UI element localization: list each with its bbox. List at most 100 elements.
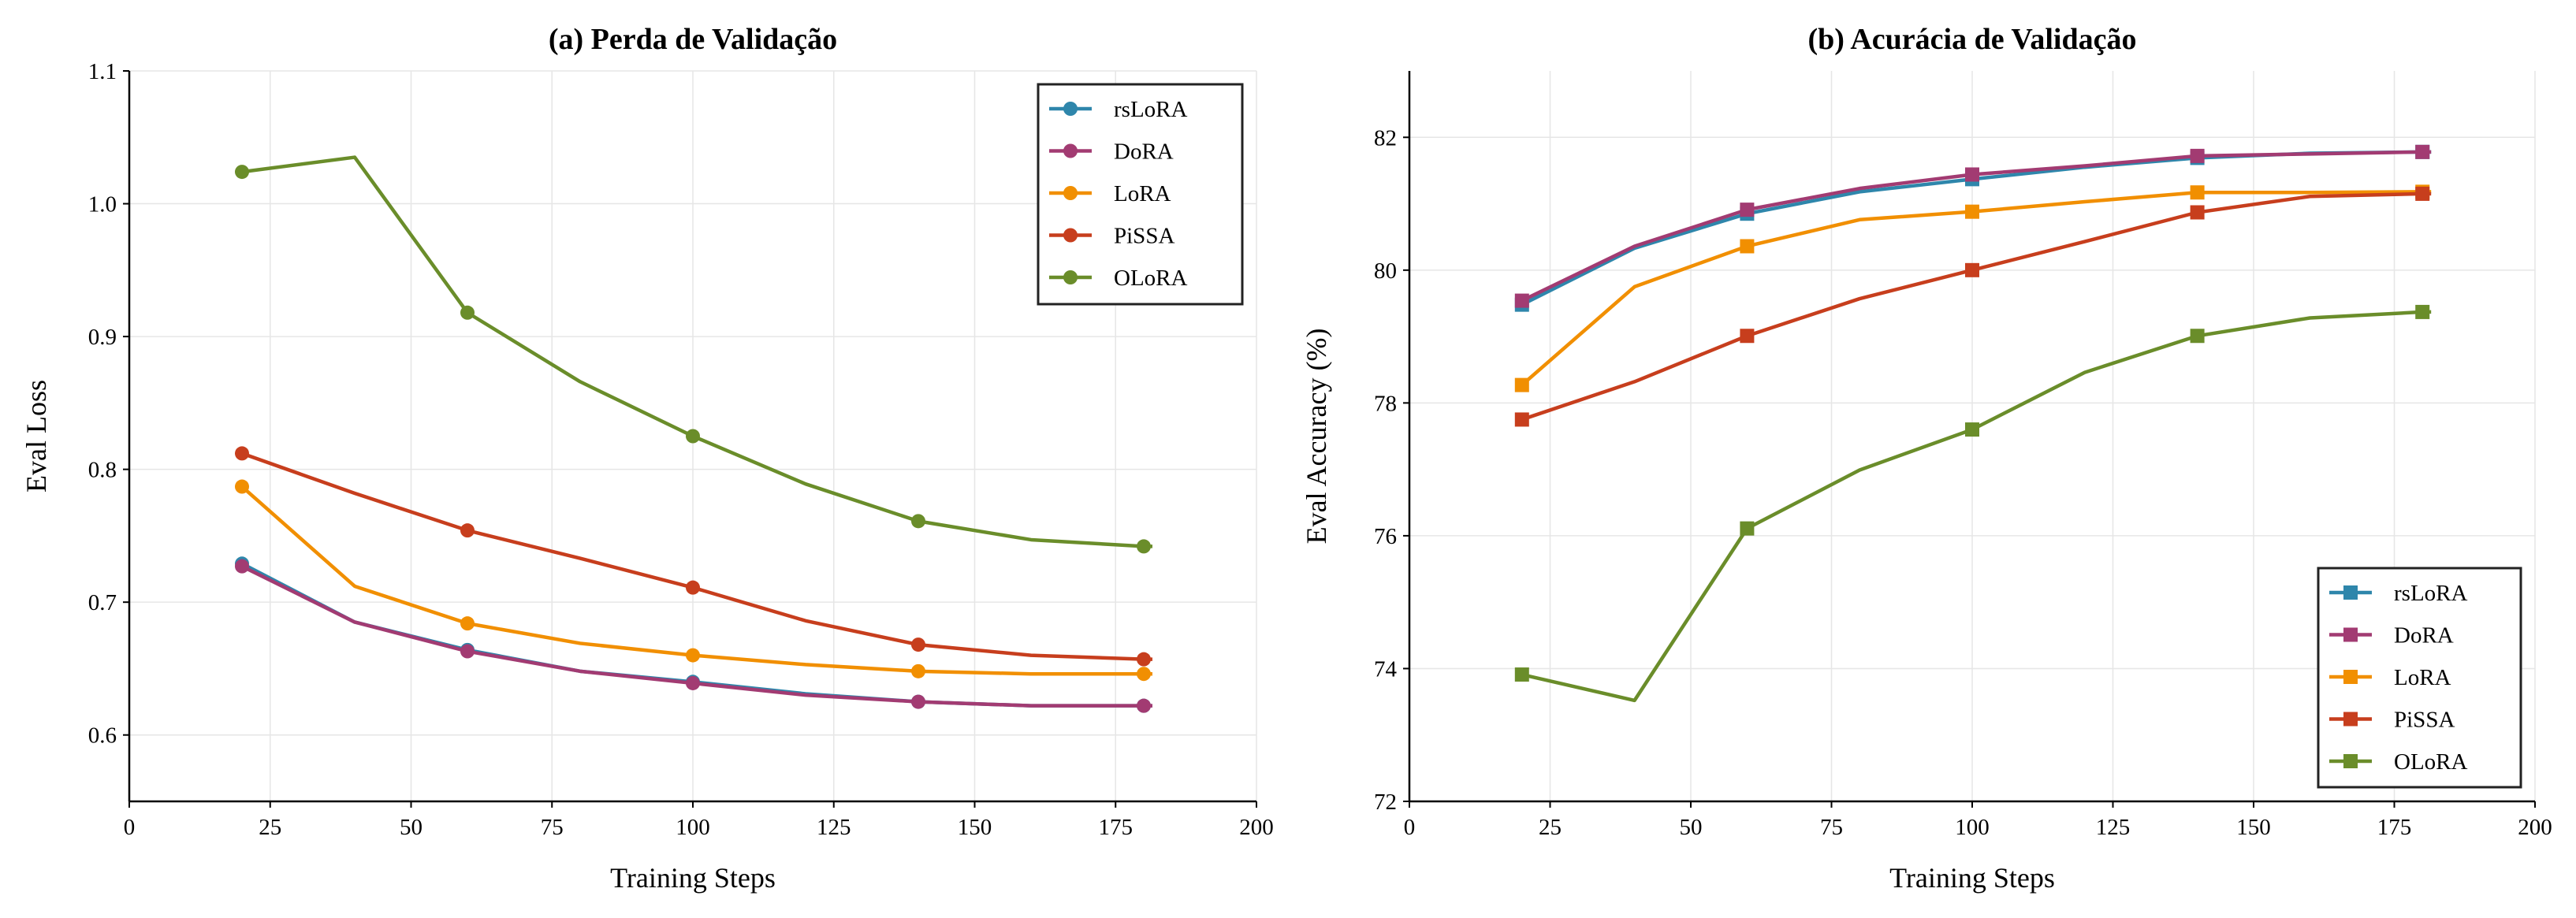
- data-point: [235, 165, 249, 180]
- y-tick-label: 0.7: [88, 590, 117, 615]
- y-tick-label: 1.0: [88, 192, 117, 217]
- data-point: [911, 694, 925, 709]
- y-tick-label: 72: [1374, 790, 1397, 815]
- series-line: [1521, 191, 2432, 422]
- series-olora: [235, 155, 1152, 554]
- y-axis-label: Eval Loss: [20, 380, 52, 492]
- legend-item-dora: DoRA: [1049, 139, 1174, 165]
- legend: rsLoRA DoRA LoRA PiSSA OLoRA: [2317, 567, 2522, 789]
- series-lora: [1514, 184, 2432, 392]
- x-tick-label: 75: [541, 815, 564, 840]
- chart-title: (b) Acurácia de Validação: [1808, 23, 2137, 56]
- y-tick-label: 0.9: [88, 325, 117, 350]
- x-axis-label: Training Steps: [610, 862, 776, 894]
- legend-label: rsLoRA: [2394, 581, 2468, 606]
- x-tick-label: 125: [2096, 815, 2131, 840]
- series-lora: [235, 479, 1152, 682]
- data-point: [2415, 144, 2430, 159]
- series-line: [1521, 310, 2432, 703]
- legend-marker: [2343, 754, 2358, 768]
- data-point: [1514, 377, 1529, 392]
- legend-item-olora: OLoRA: [1049, 266, 1188, 291]
- series-pissa: [1514, 186, 2432, 427]
- x-tick-label: 200: [1239, 815, 1274, 840]
- data-point: [1740, 521, 1755, 536]
- data-point: [1137, 667, 1151, 682]
- legend-marker: [1063, 143, 1078, 158]
- y-tick-label: 76: [1374, 524, 1397, 549]
- legend-item-dora: DoRA: [2329, 623, 2454, 649]
- data-point: [1514, 293, 1529, 308]
- data-point: [1965, 167, 1979, 182]
- legend-label: PiSSA: [2394, 708, 2455, 733]
- data-point: [1514, 412, 1529, 427]
- x-tick-label: 150: [2236, 815, 2271, 840]
- x-tick-label: 175: [1099, 815, 1134, 840]
- data-point: [460, 523, 475, 538]
- legend-marker: [2343, 585, 2358, 600]
- data-point: [1137, 539, 1151, 554]
- series-line: [241, 452, 1152, 661]
- data-point: [2415, 186, 2430, 201]
- data-point: [235, 559, 249, 574]
- data-point: [1740, 239, 1755, 254]
- y-tick-label: 82: [1374, 125, 1397, 151]
- legend-item-rslora: rsLoRA: [1049, 97, 1188, 122]
- data-point: [2415, 304, 2430, 319]
- legend-label: OLoRA: [2394, 749, 2468, 775]
- x-tick-label: 100: [1955, 815, 1990, 840]
- data-point: [686, 648, 700, 663]
- legend-label: LoRA: [2394, 665, 2451, 690]
- data-point: [686, 429, 700, 444]
- y-tick-label: 1.1: [88, 59, 117, 84]
- series-pissa: [235, 446, 1152, 667]
- data-point: [2190, 205, 2205, 220]
- data-point: [460, 644, 475, 659]
- legend-marker: [2343, 627, 2358, 642]
- legend-item-rslora: rsLoRA: [2329, 581, 2468, 606]
- x-tick-label: 0: [124, 815, 136, 840]
- data-point: [911, 663, 925, 678]
- x-tick-label: 175: [2377, 815, 2412, 840]
- legend-label: DoRA: [1114, 139, 1174, 165]
- legend-label: PiSSA: [1114, 224, 1174, 249]
- legend-marker: [2343, 670, 2358, 684]
- legend-marker: [1063, 102, 1078, 116]
- legend-label: rsLoRA: [1114, 97, 1188, 122]
- data-point: [1965, 204, 1979, 219]
- data-point: [1137, 698, 1151, 713]
- series-line: [1521, 150, 2432, 303]
- data-point: [2190, 185, 2205, 200]
- legend-item-pissa: PiSSA: [2329, 708, 2455, 733]
- series-dora: [1514, 144, 2432, 308]
- data-point: [911, 637, 925, 652]
- legend-marker: [1063, 270, 1078, 284]
- data-point: [2190, 148, 2205, 163]
- x-tick-label: 200: [2518, 815, 2552, 840]
- data-point: [460, 616, 475, 631]
- x-tick-label: 125: [817, 815, 851, 840]
- data-point: [1740, 203, 1755, 217]
- y-tick-label: 78: [1374, 391, 1397, 416]
- legend-item-lora: LoRA: [1049, 181, 1171, 206]
- data-point: [686, 580, 700, 595]
- x-axis-label: Training Steps: [1889, 862, 2055, 894]
- legend-item-lora: LoRA: [2329, 665, 2451, 690]
- y-axis-label: Eval Accuracy (%): [1301, 329, 1332, 544]
- legend-marker: [2343, 712, 2358, 727]
- chart-accuracy: 0 25 50 75 100 125 150 175 200 72 74 76 78 80 82 (b) Ac…: [1301, 23, 2552, 894]
- series-line: [1521, 190, 2432, 387]
- data-point: [235, 479, 249, 494]
- data-point: [1965, 422, 1979, 437]
- data-point: [460, 305, 475, 320]
- data-point: [1514, 667, 1529, 682]
- x-tick-label: 75: [1820, 815, 1843, 840]
- data-point: [1137, 652, 1151, 667]
- legend: rsLoRA DoRA LoRA PiSSA OLoRA: [1037, 83, 1244, 306]
- series-olora: [1514, 304, 2432, 703]
- chart-title: (a) Perda de Validação: [549, 23, 837, 56]
- legend-marker: [1063, 186, 1078, 200]
- series-line: [241, 564, 1152, 708]
- legend-item-olora: OLoRA: [2329, 749, 2468, 775]
